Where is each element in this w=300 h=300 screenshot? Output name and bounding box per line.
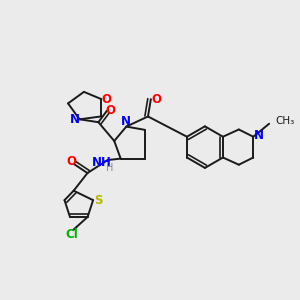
Text: NH: NH xyxy=(92,156,111,169)
Text: O: O xyxy=(67,155,76,168)
Text: N: N xyxy=(121,115,131,128)
Text: CH₃: CH₃ xyxy=(275,116,295,126)
Text: N: N xyxy=(254,129,264,142)
Text: H: H xyxy=(106,163,114,173)
Text: N: N xyxy=(69,113,80,126)
Text: Cl: Cl xyxy=(65,228,78,241)
Text: O: O xyxy=(151,93,161,106)
Text: S: S xyxy=(94,194,103,207)
Text: O: O xyxy=(101,93,112,106)
Text: O: O xyxy=(106,103,116,117)
